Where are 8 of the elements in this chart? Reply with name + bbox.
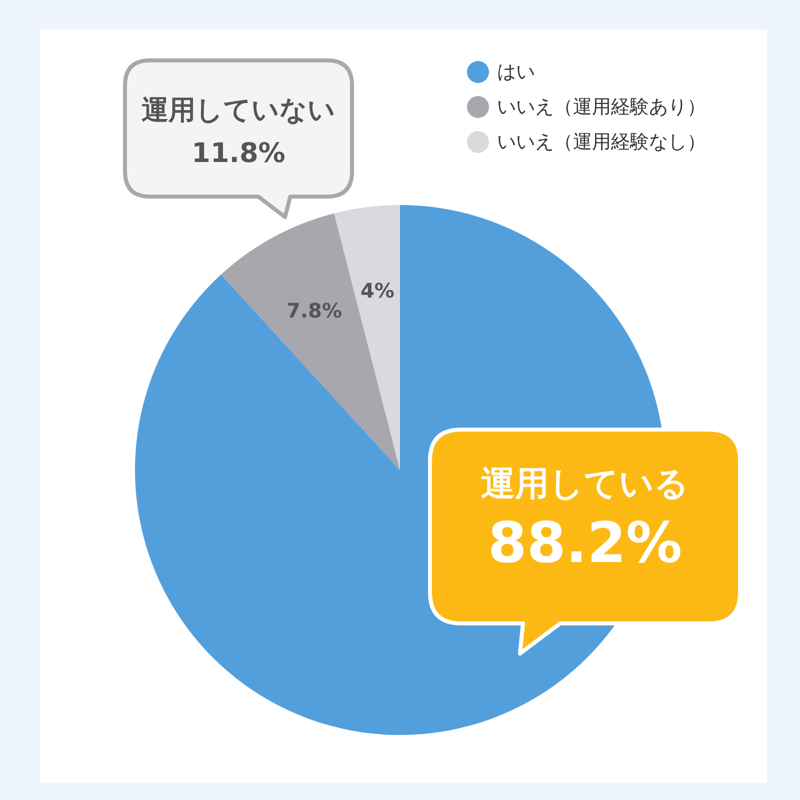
text: 運用している 88.2% — [481, 464, 689, 576]
data-label: 4% — [360, 278, 394, 302]
legend-label: いいえ（運用経験あり） — [497, 96, 706, 118]
text: 運用していない 11.8% — [142, 95, 336, 169]
legend-label: いいえ（運用経験なし） — [497, 131, 706, 153]
data-label: 7.8% — [286, 298, 342, 323]
pie-slice — [221, 213, 400, 470]
legend-label: はい — [497, 61, 535, 83]
